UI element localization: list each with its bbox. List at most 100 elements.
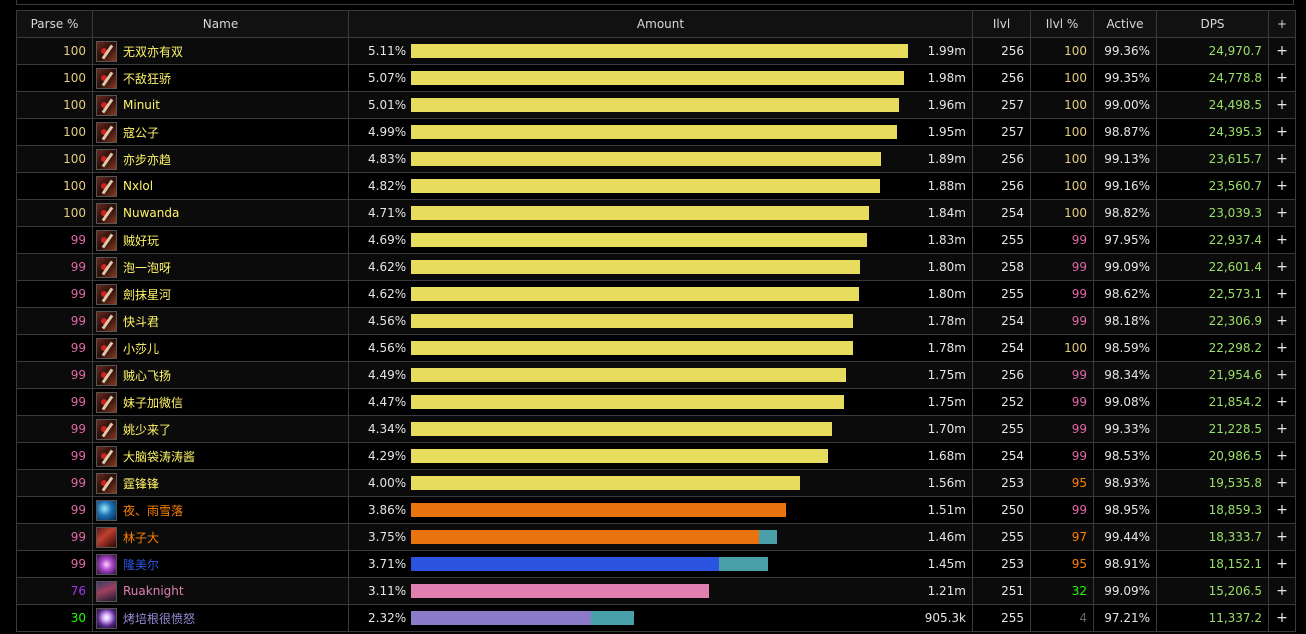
player-name[interactable]: 快斗君 xyxy=(123,314,160,329)
table-row[interactable]: 99 贼好玩 4.69% 1.83m 255 99 97.95% 22,937.… xyxy=(16,226,1296,254)
table-row[interactable]: 30 烤培根很愤怒 2.32% 905.3k 255 4 97.21% 11,3… xyxy=(16,604,1296,632)
table-row[interactable]: 99 妹子加微信 4.47% 1.75m 252 99 99.08% 21,85… xyxy=(16,388,1296,416)
expand-plus-icon[interactable]: + xyxy=(1268,280,1296,308)
header-ilvl-pct[interactable]: Ilvl % xyxy=(1030,10,1094,38)
item-level-percent: 95 xyxy=(1030,469,1094,497)
player-name[interactable]: Minuit xyxy=(123,98,160,112)
player-cell[interactable]: Minuit xyxy=(92,91,349,119)
expand-plus-icon[interactable]: + xyxy=(1268,496,1296,524)
expand-plus-icon[interactable]: + xyxy=(1268,442,1296,470)
player-name[interactable]: 泡一泡呀 xyxy=(123,260,172,275)
expand-plus-icon[interactable]: + xyxy=(1268,550,1296,578)
expand-plus-icon[interactable]: + xyxy=(1268,361,1296,389)
table-row[interactable]: 100 亦步亦趋 4.83% 1.89m 256 100 99.13% 23,6… xyxy=(16,145,1296,173)
player-name[interactable]: Nuwanda xyxy=(123,206,180,220)
player-name[interactable]: 贼好玩 xyxy=(123,233,160,248)
table-row[interactable]: 99 霆锋锋 4.00% 1.56m 253 95 98.93% 19,535.… xyxy=(16,469,1296,497)
table-row[interactable]: 99 贼心飞扬 4.49% 1.75m 256 99 98.34% 21,954… xyxy=(16,361,1296,389)
header-amount[interactable]: Amount xyxy=(348,10,973,38)
player-name[interactable]: 林子大 xyxy=(123,530,160,545)
player-name[interactable]: 小莎儿 xyxy=(123,341,160,356)
player-cell[interactable]: Ruaknight xyxy=(92,577,349,605)
amount-percent: 4.69% xyxy=(368,233,407,247)
table-row[interactable]: 99 大脑袋涛涛酱 4.29% 1.68m 254 99 98.53% 20,9… xyxy=(16,442,1296,470)
expand-plus-icon[interactable]: + xyxy=(1268,253,1296,281)
expand-plus-icon[interactable]: + xyxy=(1268,118,1296,146)
table-row[interactable]: 99 林子大 3.75% 1.46m 255 97 99.44% 18,333.… xyxy=(16,523,1296,551)
player-cell[interactable]: 不敌狂骄 xyxy=(92,64,349,92)
player-cell[interactable]: 贼心飞扬 xyxy=(92,361,349,389)
player-cell[interactable]: 夜、雨雪落 xyxy=(92,496,349,524)
amount-value: 1.98m xyxy=(927,71,966,85)
expand-plus-icon[interactable]: + xyxy=(1268,64,1296,92)
expand-plus-icon[interactable]: + xyxy=(1268,199,1296,227)
expand-plus-icon[interactable]: + xyxy=(1268,307,1296,335)
player-name[interactable]: 贼心飞扬 xyxy=(123,368,172,383)
expand-plus-icon[interactable]: + xyxy=(1268,172,1296,200)
player-cell[interactable]: Nuwanda xyxy=(92,199,349,227)
expand-plus-icon[interactable]: + xyxy=(1268,469,1296,497)
player-name[interactable]: 寇公子 xyxy=(123,125,160,140)
player-cell[interactable]: 亦步亦趋 xyxy=(92,145,349,173)
header-add-column[interactable]: + xyxy=(1268,10,1296,38)
player-cell[interactable]: 大脑袋涛涛酱 xyxy=(92,442,349,470)
table-row[interactable]: 100 寇公子 4.99% 1.95m 257 100 98.87% 24,39… xyxy=(16,118,1296,146)
player-name[interactable]: 妹子加微信 xyxy=(123,395,184,410)
player-cell[interactable]: 无双亦有双 xyxy=(92,37,349,65)
table-row[interactable]: 99 姚少来了 4.34% 1.70m 255 99 99.33% 21,228… xyxy=(16,415,1296,443)
player-cell[interactable]: 劍抹星河 xyxy=(92,280,349,308)
player-cell[interactable]: 烤培根很愤怒 xyxy=(92,604,349,632)
expand-plus-icon[interactable]: + xyxy=(1268,415,1296,443)
player-cell[interactable]: 贼好玩 xyxy=(92,226,349,254)
table-row[interactable]: 99 快斗君 4.56% 1.78m 254 99 98.18% 22,306.… xyxy=(16,307,1296,335)
expand-plus-icon[interactable]: + xyxy=(1268,523,1296,551)
item-level: 256 xyxy=(972,172,1031,200)
expand-plus-icon[interactable]: + xyxy=(1268,37,1296,65)
player-name[interactable]: 姚少来了 xyxy=(123,422,172,437)
header-name[interactable]: Name xyxy=(92,10,349,38)
player-cell[interactable]: Nxlol xyxy=(92,172,349,200)
expand-plus-icon[interactable]: + xyxy=(1268,604,1296,632)
player-name[interactable]: 不敌狂骄 xyxy=(123,71,172,86)
player-name[interactable]: 夜、雨雪落 xyxy=(123,503,184,518)
expand-plus-icon[interactable]: + xyxy=(1268,145,1296,173)
table-row[interactable]: 100 Nxlol 4.82% 1.88m 256 100 99.16% 23,… xyxy=(16,172,1296,200)
player-cell[interactable]: 寇公子 xyxy=(92,118,349,146)
table-row[interactable]: 100 Minuit 5.01% 1.96m 257 100 99.00% 24… xyxy=(16,91,1296,119)
table-row[interactable]: 99 小莎儿 4.56% 1.78m 254 100 98.59% 22,298… xyxy=(16,334,1296,362)
player-cell[interactable]: 小莎儿 xyxy=(92,334,349,362)
player-name[interactable]: 霆锋锋 xyxy=(123,476,160,491)
expand-plus-icon[interactable]: + xyxy=(1268,91,1296,119)
table-row[interactable]: 100 无双亦有双 5.11% 1.99m 256 100 99.36% 24,… xyxy=(16,37,1296,65)
player-name[interactable]: Nxlol xyxy=(123,179,154,193)
player-cell[interactable]: 霆锋锋 xyxy=(92,469,349,497)
player-name[interactable]: 劍抹星河 xyxy=(123,287,172,302)
player-name[interactable]: 烤培根很愤怒 xyxy=(123,611,196,626)
table-row[interactable]: 76 Ruaknight 3.11% 1.21m 251 32 99.09% 1… xyxy=(16,577,1296,605)
player-cell[interactable]: 隆美尔 xyxy=(92,550,349,578)
player-cell[interactable]: 妹子加微信 xyxy=(92,388,349,416)
player-name[interactable]: Ruaknight xyxy=(123,584,184,598)
player-cell[interactable]: 姚少来了 xyxy=(92,415,349,443)
header-dps[interactable]: DPS xyxy=(1156,10,1269,38)
header-parse[interactable]: Parse % xyxy=(16,10,93,38)
header-active[interactable]: Active xyxy=(1093,10,1157,38)
table-row[interactable]: 99 劍抹星河 4.62% 1.80m 255 99 98.62% 22,573… xyxy=(16,280,1296,308)
expand-plus-icon[interactable]: + xyxy=(1268,226,1296,254)
player-cell[interactable]: 泡一泡呀 xyxy=(92,253,349,281)
table-row[interactable]: 99 夜、雨雪落 3.86% 1.51m 250 99 98.95% 18,85… xyxy=(16,496,1296,524)
player-name[interactable]: 无双亦有双 xyxy=(123,44,184,59)
table-row[interactable]: 100 Nuwanda 4.71% 1.84m 254 100 98.82% 2… xyxy=(16,199,1296,227)
expand-plus-icon[interactable]: + xyxy=(1268,388,1296,416)
player-name[interactable]: 大脑袋涛涛酱 xyxy=(123,449,196,464)
table-row[interactable]: 99 泡一泡呀 4.62% 1.80m 258 99 99.09% 22,601… xyxy=(16,253,1296,281)
expand-plus-icon[interactable]: + xyxy=(1268,577,1296,605)
player-cell[interactable]: 快斗君 xyxy=(92,307,349,335)
table-row[interactable]: 100 不敌狂骄 5.07% 1.98m 256 100 99.35% 24,7… xyxy=(16,64,1296,92)
expand-plus-icon[interactable]: + xyxy=(1268,334,1296,362)
header-ilvl[interactable]: Ilvl xyxy=(972,10,1031,38)
player-name[interactable]: 亦步亦趋 xyxy=(123,152,172,167)
player-name[interactable]: 隆美尔 xyxy=(123,557,160,572)
table-row[interactable]: 99 隆美尔 3.71% 1.45m 253 95 98.91% 18,152.… xyxy=(16,550,1296,578)
player-cell[interactable]: 林子大 xyxy=(92,523,349,551)
